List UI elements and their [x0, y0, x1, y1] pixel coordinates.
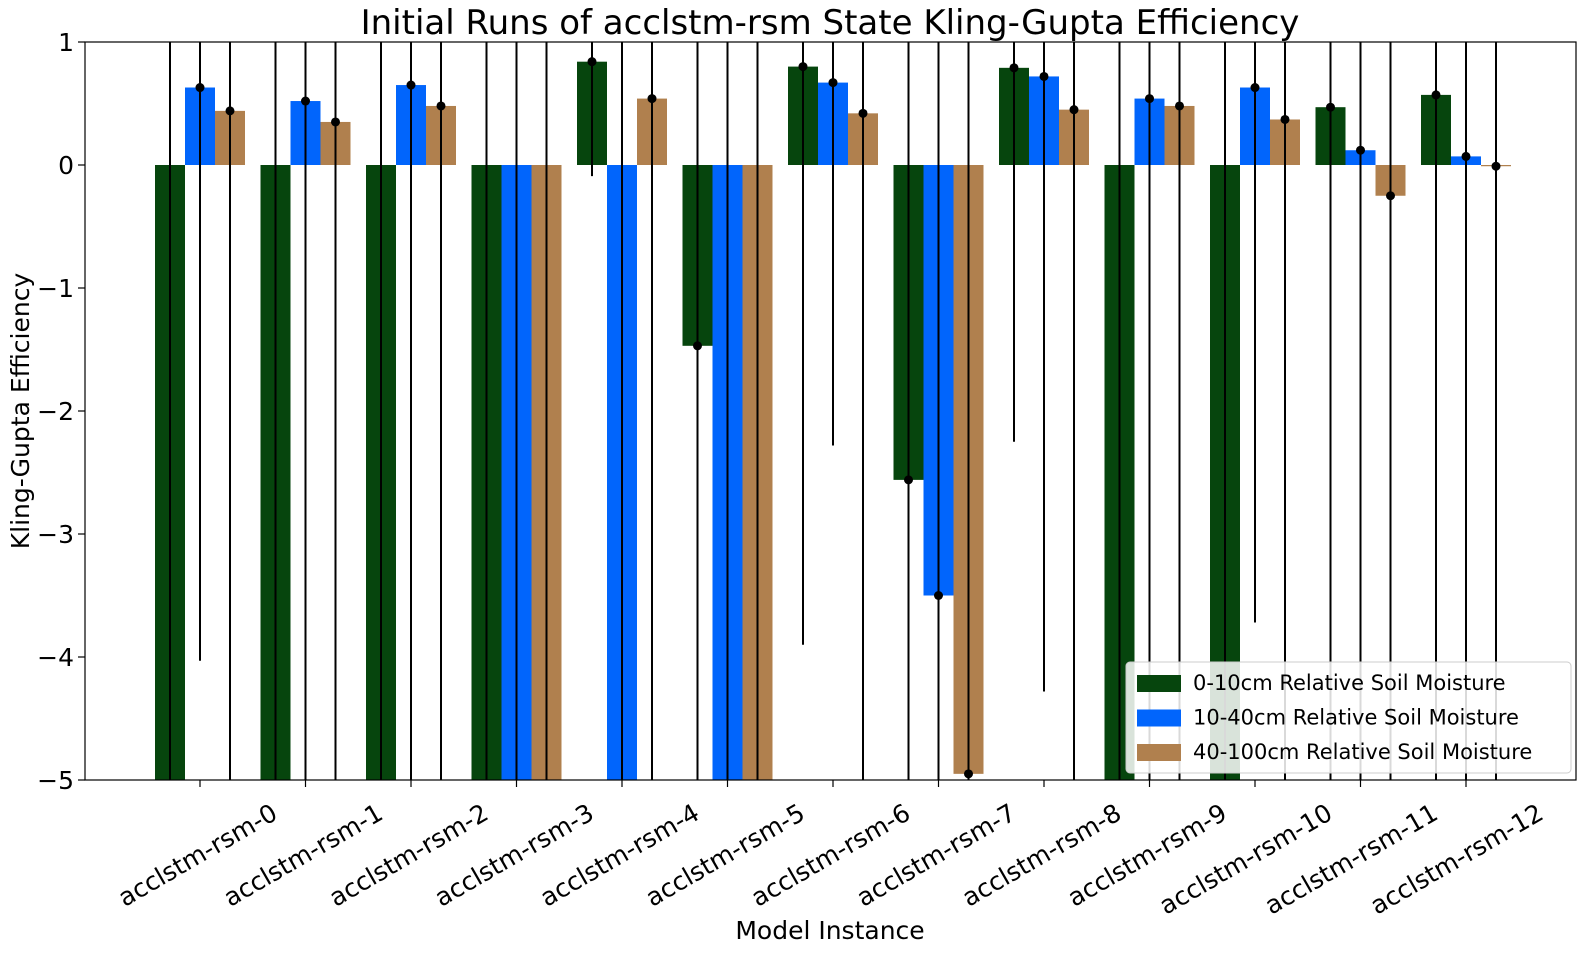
legend-swatch	[1137, 744, 1181, 761]
y-tick-label: −4	[37, 643, 74, 672]
data-point-marker	[1280, 114, 1290, 124]
data-point-marker	[225, 106, 235, 116]
data-point-marker	[1356, 145, 1365, 155]
data-point-marker	[482, 837, 491, 846]
y-tick-label: 1	[58, 28, 74, 57]
x-tick-label: acclstm-rsm-11	[1260, 798, 1443, 920]
data-point-marker	[858, 108, 868, 118]
legend-box	[1125, 661, 1572, 774]
data-point-marker	[436, 101, 446, 111]
data-point-marker	[1326, 102, 1335, 112]
data-point-marker	[1491, 161, 1501, 171]
data-point-marker	[828, 78, 838, 88]
legend-label: 10-40cm Relative Soil Moisture	[1193, 706, 1519, 730]
legend: 0-10cm Relative Soil Moisture 10-40cm Rel…	[1125, 661, 1572, 774]
y-tick-label: 0	[58, 151, 74, 180]
y-tick-label: −2	[37, 397, 74, 426]
data-point-marker	[934, 591, 943, 600]
data-point-marker	[1069, 105, 1079, 115]
y-axis-label: Kling-Gupta Efficiency	[6, 273, 35, 550]
data-point-marker	[1115, 837, 1124, 846]
x-tick-label: acclstm-rsm-12	[1365, 798, 1548, 920]
legend-label: 0-10cm Relative Soil Moisture	[1193, 671, 1506, 695]
data-point-marker	[331, 117, 340, 127]
data-point-marker	[798, 62, 808, 72]
data-point-marker	[1431, 90, 1441, 100]
legend-swatch	[1137, 709, 1181, 727]
chart-title: Initial Runs of acclstm-rsm State Kling-…	[361, 3, 1300, 43]
data-point-marker	[647, 94, 657, 104]
data-point-marker	[166, 837, 175, 846]
legend-swatch	[1137, 675, 1181, 692]
x-axis-label: Model Instance	[735, 916, 924, 945]
data-point-marker	[1145, 94, 1154, 104]
y-tick-label: −1	[37, 274, 74, 303]
data-point-marker	[904, 475, 913, 485]
data-point-marker	[271, 837, 280, 846]
x-tick-label: acclstm-rsm-10	[1154, 798, 1337, 920]
data-point-marker	[693, 341, 702, 351]
y-tick-label: −3	[37, 520, 74, 549]
data-point-marker	[377, 837, 386, 846]
data-point-marker	[301, 96, 310, 106]
data-point-marker	[195, 83, 205, 93]
data-point-marker	[1009, 63, 1019, 73]
data-point-marker	[1039, 71, 1049, 81]
plot-area	[155, 42, 1511, 846]
data-point-marker	[1250, 83, 1260, 93]
data-point-marker	[1175, 101, 1184, 111]
data-point-marker	[587, 57, 597, 67]
data-point-marker	[1221, 837, 1230, 846]
data-point-marker	[1386, 191, 1395, 201]
legend-label: 40-100cm Relative Soil Moisture	[1193, 740, 1532, 764]
data-point-marker	[964, 769, 973, 779]
data-point-marker	[1461, 151, 1471, 161]
y-tick-label: −5	[37, 766, 74, 795]
data-point-marker	[406, 80, 416, 90]
